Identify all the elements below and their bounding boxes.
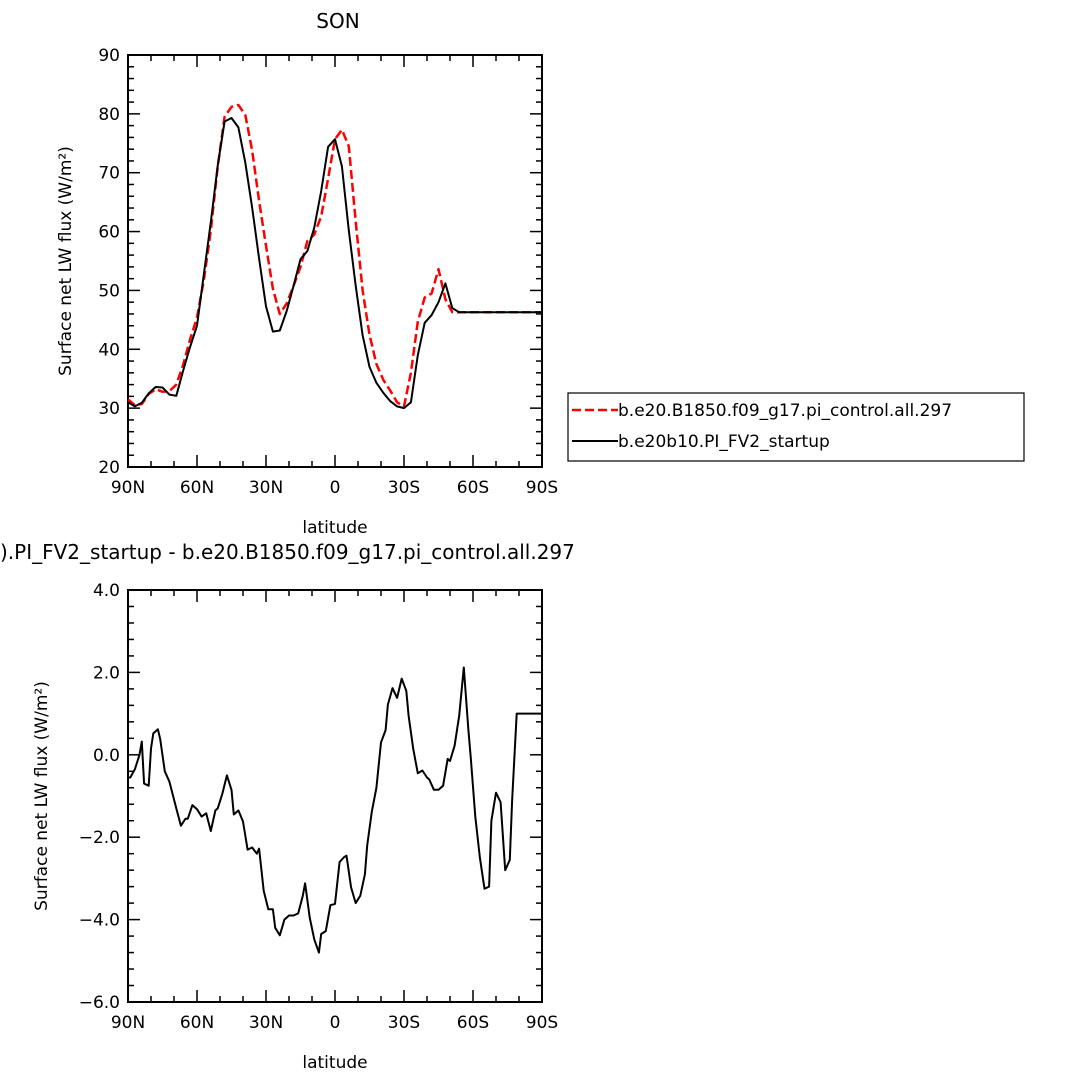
top-series-line-1 <box>127 117 542 410</box>
bottom-y-axis-label: Surface net LW flux (W/m²) <box>32 681 52 911</box>
top-x-tick-label: 30N <box>249 478 283 498</box>
bottom-x-tick-label: 90S <box>526 1013 558 1033</box>
bottom-y-tick-label: −6.0 <box>79 993 120 1013</box>
top-axis-ticks: 90N 60N 30N 0 30S 60S 90S 20 30 40 50 60 70 80 90 <box>98 46 558 498</box>
bottom-plot-frame <box>127 589 543 1003</box>
bottom-y-tick-label: −4.0 <box>79 911 120 931</box>
top-x-tick-label: 0 <box>330 478 341 498</box>
bottom-panel: ).PI_FV2_startup - b.e20.B1850.f09_g17.p… <box>0 540 575 1073</box>
top-y-tick-label: 30 <box>98 399 120 419</box>
top-panel: SON 90N 60N 30N 0 30S 60S 90S2030405060708090 … <box>56 9 558 538</box>
legend-entry-startup: b.e20b10.PI_FV2_startup <box>618 432 830 452</box>
top-y-tick-label: 90 <box>98 46 120 66</box>
bottom-x-tick-label: 90N <box>111 1013 145 1033</box>
bottom-y-tick-label: 4.0 <box>93 581 120 601</box>
bottom-series-lines <box>128 666 542 954</box>
bottom-x-tick-label: 60S <box>457 1013 489 1033</box>
legend-entry-control: b.e20.B1850.f09_g17.pi_control.all.297 <box>618 401 952 421</box>
top-y-axis-label: Surface net LW flux (W/m²) <box>56 146 76 376</box>
top-x-tick-label: 60S <box>457 478 489 498</box>
top-y-tick-label: 50 <box>98 281 120 301</box>
legend: b.e20.B1850.f09_g17.pi_control.all.297 b… <box>567 392 1025 462</box>
legend-box <box>567 392 1025 462</box>
top-y-tick-label: 60 <box>98 223 120 243</box>
top-plot-frame <box>127 54 543 468</box>
bottom-title: ).PI_FV2_startup - b.e20.B1850.f09_g17.p… <box>0 540 575 564</box>
top-x-tick-label: 90S <box>526 478 558 498</box>
bottom-y-tick-label: 2.0 <box>93 663 120 683</box>
bottom-x-axis-label: latitude <box>302 1053 367 1073</box>
top-series-lines <box>127 103 542 410</box>
bottom-y-tick-label: 0.0 <box>93 746 120 766</box>
top-x-tick-label: 90N <box>111 478 145 498</box>
bottom-y-tick-label: −2.0 <box>79 828 120 848</box>
top-x-tick-label: 60N <box>180 478 214 498</box>
top-y-tick-label: 80 <box>98 105 120 125</box>
top-y-tick-label: 70 <box>98 164 120 184</box>
bottom-axis-ticks: 90N 60N 30N 0 30S 60S 90S −6.0 −4.0 −2.0 0.0 2.0 4.0 <box>79 581 559 1033</box>
bottom-x-tick-label: 0 <box>330 1013 341 1033</box>
top-x-axis-label: latitude <box>302 518 367 538</box>
bottom-x-tick-label: 30S <box>388 1013 420 1033</box>
top-x-tick-label: 30S <box>388 478 420 498</box>
bottom-series-line-0 <box>128 666 542 954</box>
top-y-tick-label: 20 <box>98 458 120 478</box>
bottom-x-tick-label: 60N <box>180 1013 214 1033</box>
top-series-line-0 <box>127 103 542 408</box>
bottom-x-tick-label: 30N <box>249 1013 283 1033</box>
top-title: SON <box>316 9 359 33</box>
top-y-tick-label: 40 <box>98 340 120 360</box>
